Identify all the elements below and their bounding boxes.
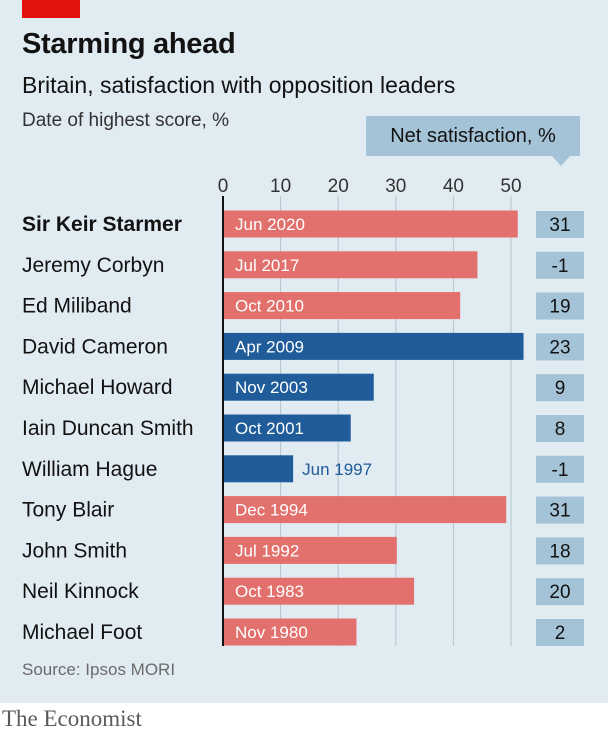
leader-name-jeremy-corbyn: Jeremy Corbyn [22,254,164,277]
bar-tony-blair [224,496,507,524]
net-box-michael-howard [536,374,584,402]
bar-chart: 0 10 20 30 40 50 Sir Keir Starmer Jun 2020 31 Jer… [22,176,584,646]
leader-name-william-hague: William Hague [22,458,157,481]
leader-name-iain-duncan-smith: Iain Duncan Smith [22,417,194,440]
net-value-john-smith: 18 [549,541,570,562]
bar-iain-duncan-smith [224,414,351,442]
net-value-michael-foot: 2 [555,623,566,644]
net-value-william-hague: -1 [552,460,569,481]
bar-date-label-tony-blair: Dec 1994 [235,501,308,520]
bar-date-label-william-hague: Jun 1997 [302,460,372,479]
x-tick-label-10: 10 [270,176,291,197]
net-box-sir-keir-starmer [536,211,584,238]
bar-john-smith [224,536,397,564]
net-value-tony-blair: 31 [549,501,570,522]
leader-name-michael-foot: Michael Foot [22,621,142,644]
chart-note: Date of highest score, % [22,110,229,131]
net-value-neil-kinnock: 20 [549,582,570,603]
bar-michael-howard [224,373,374,401]
leader-name-ed-miliband: Ed Miliband [22,295,132,318]
x-tick-label-0: 0 [218,176,229,197]
bar-neil-kinnock [224,577,415,605]
bar-jeremy-corbyn [224,251,478,279]
leader-name-sir-keir-starmer: Sir Keir Starmer [22,213,182,236]
bar-david-cameron [224,332,524,360]
net-box-michael-foot [536,619,584,646]
bar-date-label-david-cameron: Apr 2009 [235,337,304,356]
bar-date-label-jeremy-corbyn: Jul 2017 [235,256,299,275]
net-box-ed-miliband [536,292,584,320]
x-tick-label-20: 20 [328,176,349,197]
leader-name-john-smith: John Smith [22,539,127,562]
bar-michael-foot [224,618,357,646]
net-value-sir-keir-starmer: 31 [549,215,570,236]
bar-william-hague [224,455,294,483]
net-box-iain-duncan-smith [536,415,584,442]
net-box-william-hague [536,455,584,483]
bar-date-label-neil-kinnock: Oct 1983 [235,582,304,601]
leader-name-neil-kinnock: Neil Kinnock [22,580,139,603]
x-tick-label-40: 40 [443,176,464,197]
brand-tag [22,0,80,18]
source-note: Source: Ipsos MORI [22,660,176,679]
x-tick-label-50: 50 [500,176,521,197]
leader-name-michael-howard: Michael Howard [22,376,173,399]
chart-subtitle: Britain, satisfaction with opposition le… [22,72,456,98]
leader-name-tony-blair: Tony Blair [22,499,114,522]
bar-date-label-sir-keir-starmer: Jun 2020 [235,215,305,234]
leader-name-david-cameron: David Cameron [22,335,168,358]
bar-date-label-michael-howard: Nov 2003 [235,378,308,397]
net-box-jeremy-corbyn [536,251,584,279]
net-box-john-smith [536,537,584,565]
net-satisfaction-arrow [552,156,570,166]
publisher-brand: The Economist [2,706,142,731]
bar-date-label-michael-foot: Nov 1980 [235,623,308,642]
bar-ed-miliband [224,292,461,320]
net-value-michael-howard: 9 [555,378,566,399]
net-value-ed-miliband: 19 [549,297,570,318]
bar-date-label-ed-miliband: Oct 2010 [235,297,304,316]
net-value-jeremy-corbyn: -1 [552,256,569,277]
x-tick-label-30: 30 [385,176,406,197]
bar-sir-keir-starmer [224,210,518,238]
net-box-tony-blair [536,496,584,524]
net-satisfaction-header: Net satisfaction, % [366,116,580,156]
bar-date-label-john-smith: Jul 1992 [235,541,299,560]
bar-date-label-iain-duncan-smith: Oct 2001 [235,419,304,438]
net-box-neil-kinnock [536,578,584,606]
net-value-david-cameron: 23 [549,337,570,358]
net-box-david-cameron [536,333,584,361]
net-value-iain-duncan-smith: 8 [555,419,566,440]
chart-title: Starming ahead [22,28,236,60]
